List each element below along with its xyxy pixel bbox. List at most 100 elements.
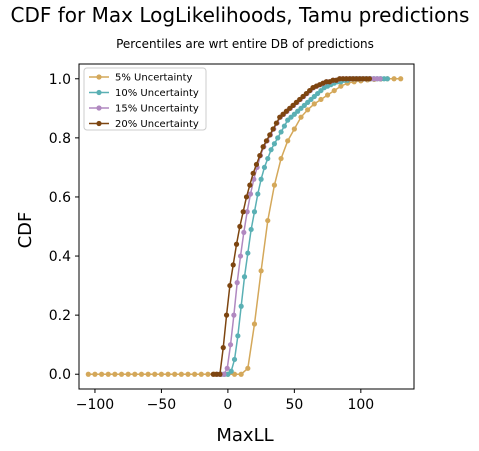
series-3-point [293, 99, 299, 106]
series-2-point [244, 209, 250, 215]
series-3-point [366, 76, 373, 82]
series-2-point [234, 280, 240, 286]
y-axis-label: CDF [15, 212, 36, 249]
series-1-point [278, 129, 284, 135]
series-3-point [277, 114, 283, 120]
series-1-point [225, 371, 231, 377]
series-1-point [384, 76, 391, 82]
series-0-point [145, 371, 151, 377]
series-3-point [223, 312, 230, 318]
series-0-point [305, 107, 311, 113]
series-1-point [261, 164, 268, 171]
legend-swatch-marker [96, 74, 102, 80]
series-0-point [245, 365, 251, 371]
series-3-point [297, 96, 303, 103]
series-0-point [231, 371, 238, 377]
series-0-point [165, 371, 171, 377]
series-0-point [105, 371, 111, 377]
series-0-point [331, 87, 337, 94]
series-0-point [285, 138, 291, 144]
series-1-point [228, 368, 234, 374]
x-tick-label: 0 [223, 397, 232, 413]
axes-frame [78, 63, 415, 390]
series-0-point [158, 371, 165, 377]
series-3-point [303, 90, 309, 97]
series-1-point [271, 141, 278, 147]
legend-label: 20% Uncertainty [115, 119, 199, 130]
series-0-point [172, 371, 178, 377]
series-3-point [307, 87, 313, 94]
series-3-point [280, 111, 286, 117]
series-1-point [308, 96, 314, 103]
series-2-point [377, 76, 383, 82]
series-1-point [298, 105, 304, 111]
x-tick-label: 50 [285, 397, 303, 413]
axes: −100 −50 0 50 100 0.0 0.2 0.4 0.6 0.8 1.0 [49, 63, 415, 413]
series-1-point [251, 209, 258, 215]
series-0-point [112, 371, 118, 377]
series-3-point [230, 262, 236, 268]
y-tick-label: 0.4 [49, 249, 71, 265]
series-2-point [237, 253, 244, 259]
series-3-point [240, 209, 246, 215]
series-3-point [270, 126, 276, 132]
series-line-3 [213, 78, 370, 375]
series-0-point [298, 114, 304, 120]
series-0-point [198, 371, 204, 377]
y-tick-label: 0.2 [49, 308, 71, 324]
series-0-point [271, 182, 278, 188]
series-3-point [250, 170, 256, 176]
series-0-point [398, 76, 404, 82]
series-2-point [221, 371, 227, 377]
series-3-point [300, 93, 306, 100]
series-0-point [125, 371, 131, 377]
legend-swatch-marker [96, 89, 102, 96]
series-3-point [263, 138, 270, 144]
series-0-point [185, 371, 191, 377]
series-3-point [237, 223, 243, 230]
series-0-point [99, 371, 105, 377]
series-1-point [295, 108, 301, 114]
series-1-point [241, 274, 248, 280]
legend-label: 10% Uncertainty [115, 88, 199, 99]
series-line-1 [221, 78, 388, 375]
y-tick-label: 0.6 [49, 190, 71, 206]
series-0-point [85, 371, 91, 377]
x-tick-label: −50 [147, 397, 177, 413]
series-0-point [178, 371, 184, 377]
series-1-point [235, 333, 241, 339]
series-3-point [257, 152, 263, 159]
series-3-point [243, 194, 250, 200]
series-3-point [267, 132, 273, 138]
series-1-point [268, 147, 274, 153]
series-3-point [283, 108, 289, 114]
series-0-point [152, 371, 158, 377]
series-3-point [217, 371, 223, 377]
legend-label: 5% Uncertainty [115, 73, 193, 84]
series-1-point [288, 114, 294, 120]
series-0-point [92, 371, 98, 377]
series-0-point [391, 76, 397, 82]
series-0-point [265, 217, 271, 224]
series-0-point [338, 83, 344, 89]
legend-swatch-marker [96, 120, 102, 127]
series-3-point [260, 144, 266, 150]
series-2-point [231, 312, 237, 318]
series-3-point [227, 282, 233, 289]
series-1-point [231, 356, 238, 363]
series-2-point [241, 229, 247, 236]
series-1-point [291, 111, 297, 117]
y-tick-label: 0.0 [49, 367, 71, 383]
series-0-point [138, 371, 145, 377]
x-tick-label: 100 [347, 397, 374, 413]
series-1-point [275, 135, 281, 141]
series-3-point [273, 120, 280, 126]
series-1-point [285, 117, 291, 123]
series-1-point [248, 226, 254, 233]
series-2-point [247, 191, 254, 197]
legend-box [83, 67, 207, 131]
series-3-point [253, 161, 260, 168]
series-1-point [311, 93, 317, 100]
series-0-point [251, 321, 258, 327]
